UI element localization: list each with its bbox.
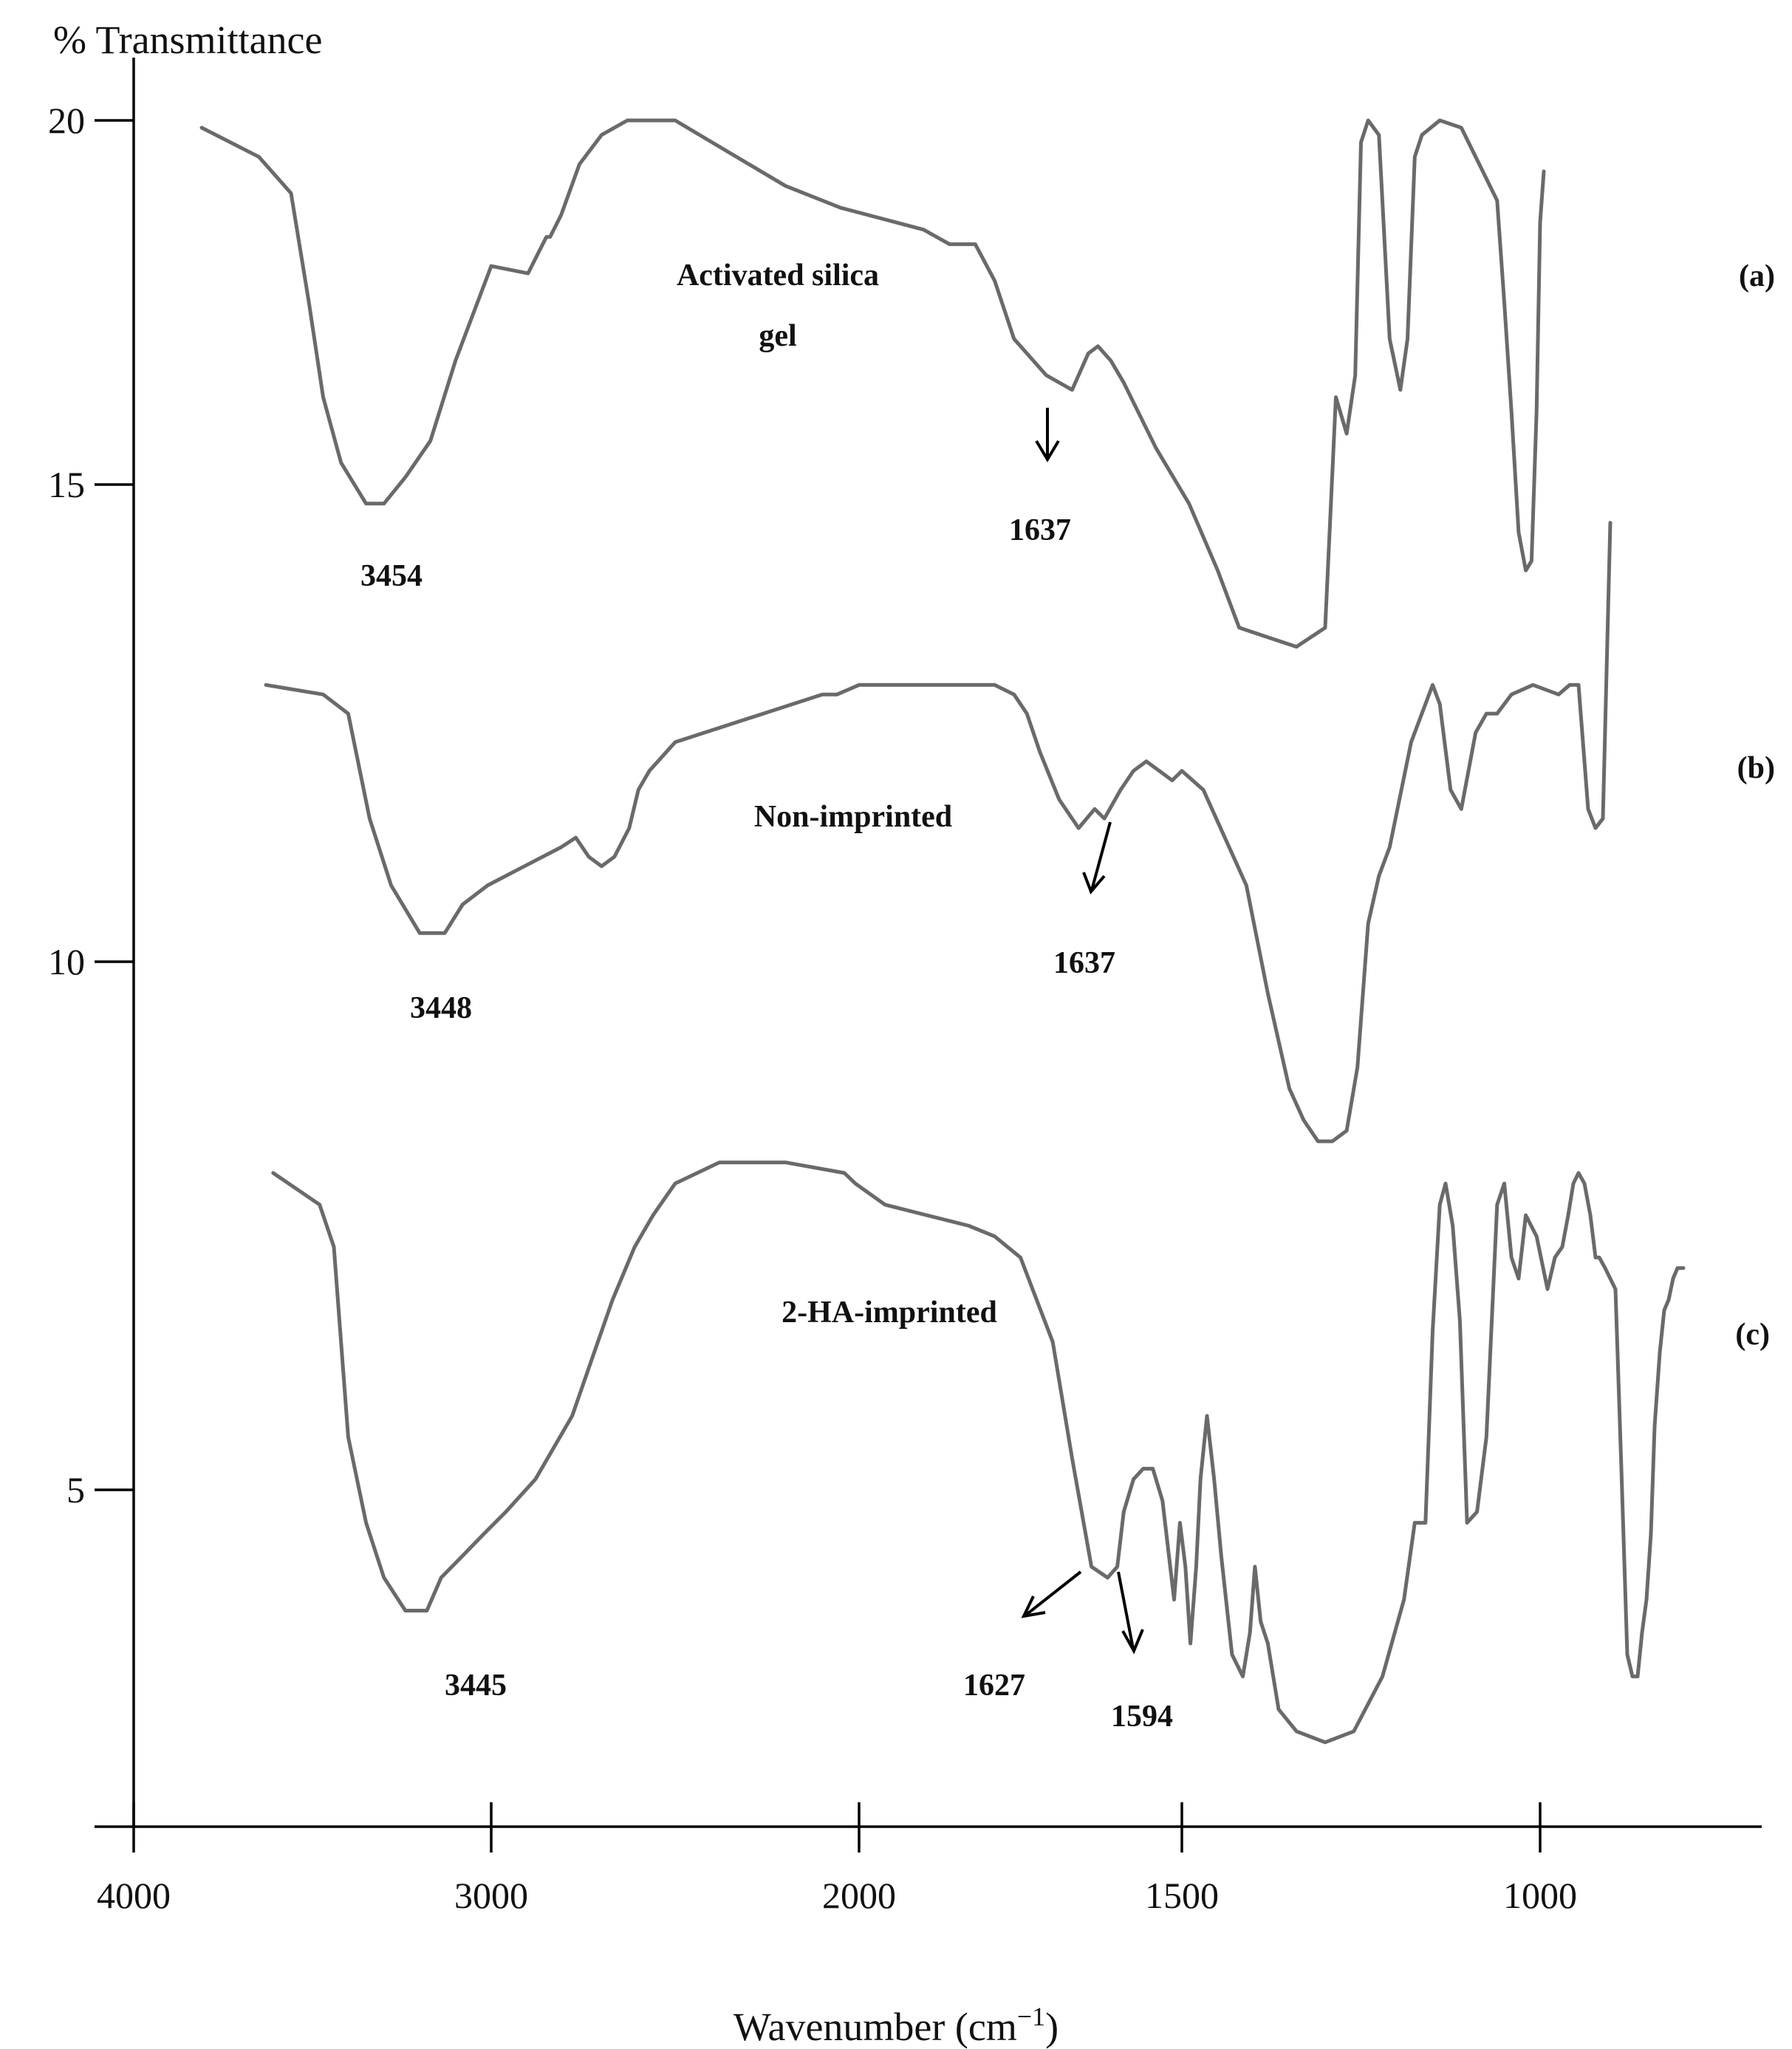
peak-label-a-3454: 3454 [360, 559, 423, 593]
x-tick-label: 1500 [1145, 1875, 1219, 1916]
x-axis-title: Wavenumber (cm−1) [733, 2002, 1059, 2049]
x-tick-label: 1000 [1503, 1875, 1577, 1916]
series-name-c: 2-HA-imprinted [782, 1296, 997, 1330]
peak-label-b-1637: 1637 [1053, 946, 1115, 980]
series-name-a-line2: gel [759, 319, 796, 353]
y-tick-label: 20 [48, 100, 85, 141]
x-tick-label: 3000 [454, 1875, 528, 1916]
series-line-a [199, 118, 1546, 649]
series-label-b: (b) [1737, 751, 1775, 785]
series-label-a: (a) [1739, 259, 1775, 293]
series-label-c: (c) [1735, 1318, 1770, 1352]
y-tick-label: 10 [48, 941, 85, 982]
y-ticks: 20 15 10 5 [48, 100, 134, 1511]
x-axis-title-main: Wavenumber (cm [733, 2005, 1017, 2049]
series-name-b: Non-imprinted [754, 800, 952, 834]
arrow-c-1627 [1021, 1570, 1082, 1618]
series-name-a-line1: Activated silica [677, 259, 879, 293]
x-tick-label: 4000 [97, 1875, 171, 1916]
y-tick-label: 15 [48, 464, 85, 505]
peak-label-c-3445: 3445 [445, 1669, 507, 1703]
series-line-b [264, 521, 1613, 1143]
series-line-c [271, 1160, 1686, 1745]
arrow-c-1594 [1117, 1571, 1144, 1655]
peak-label-c-1594: 1594 [1111, 1700, 1173, 1734]
y-tick-label: 5 [66, 1469, 85, 1511]
x-ticks: 4000 3000 2000 1500 1000 [97, 1802, 1577, 1916]
peak-label-a-1637: 1637 [1009, 513, 1071, 547]
arrow-b-1637 [1082, 821, 1112, 894]
peak-label-b-3448: 3448 [410, 991, 472, 1025]
x-axis-title-end: ) [1045, 2005, 1059, 2049]
y-axis-title: % Transmittance [53, 18, 322, 62]
x-axis-title-sup: −1 [1017, 2002, 1045, 2031]
x-tick-label: 2000 [822, 1875, 896, 1916]
arrow-a-1637 [1035, 408, 1060, 462]
peak-label-c-1627: 1627 [963, 1669, 1025, 1703]
